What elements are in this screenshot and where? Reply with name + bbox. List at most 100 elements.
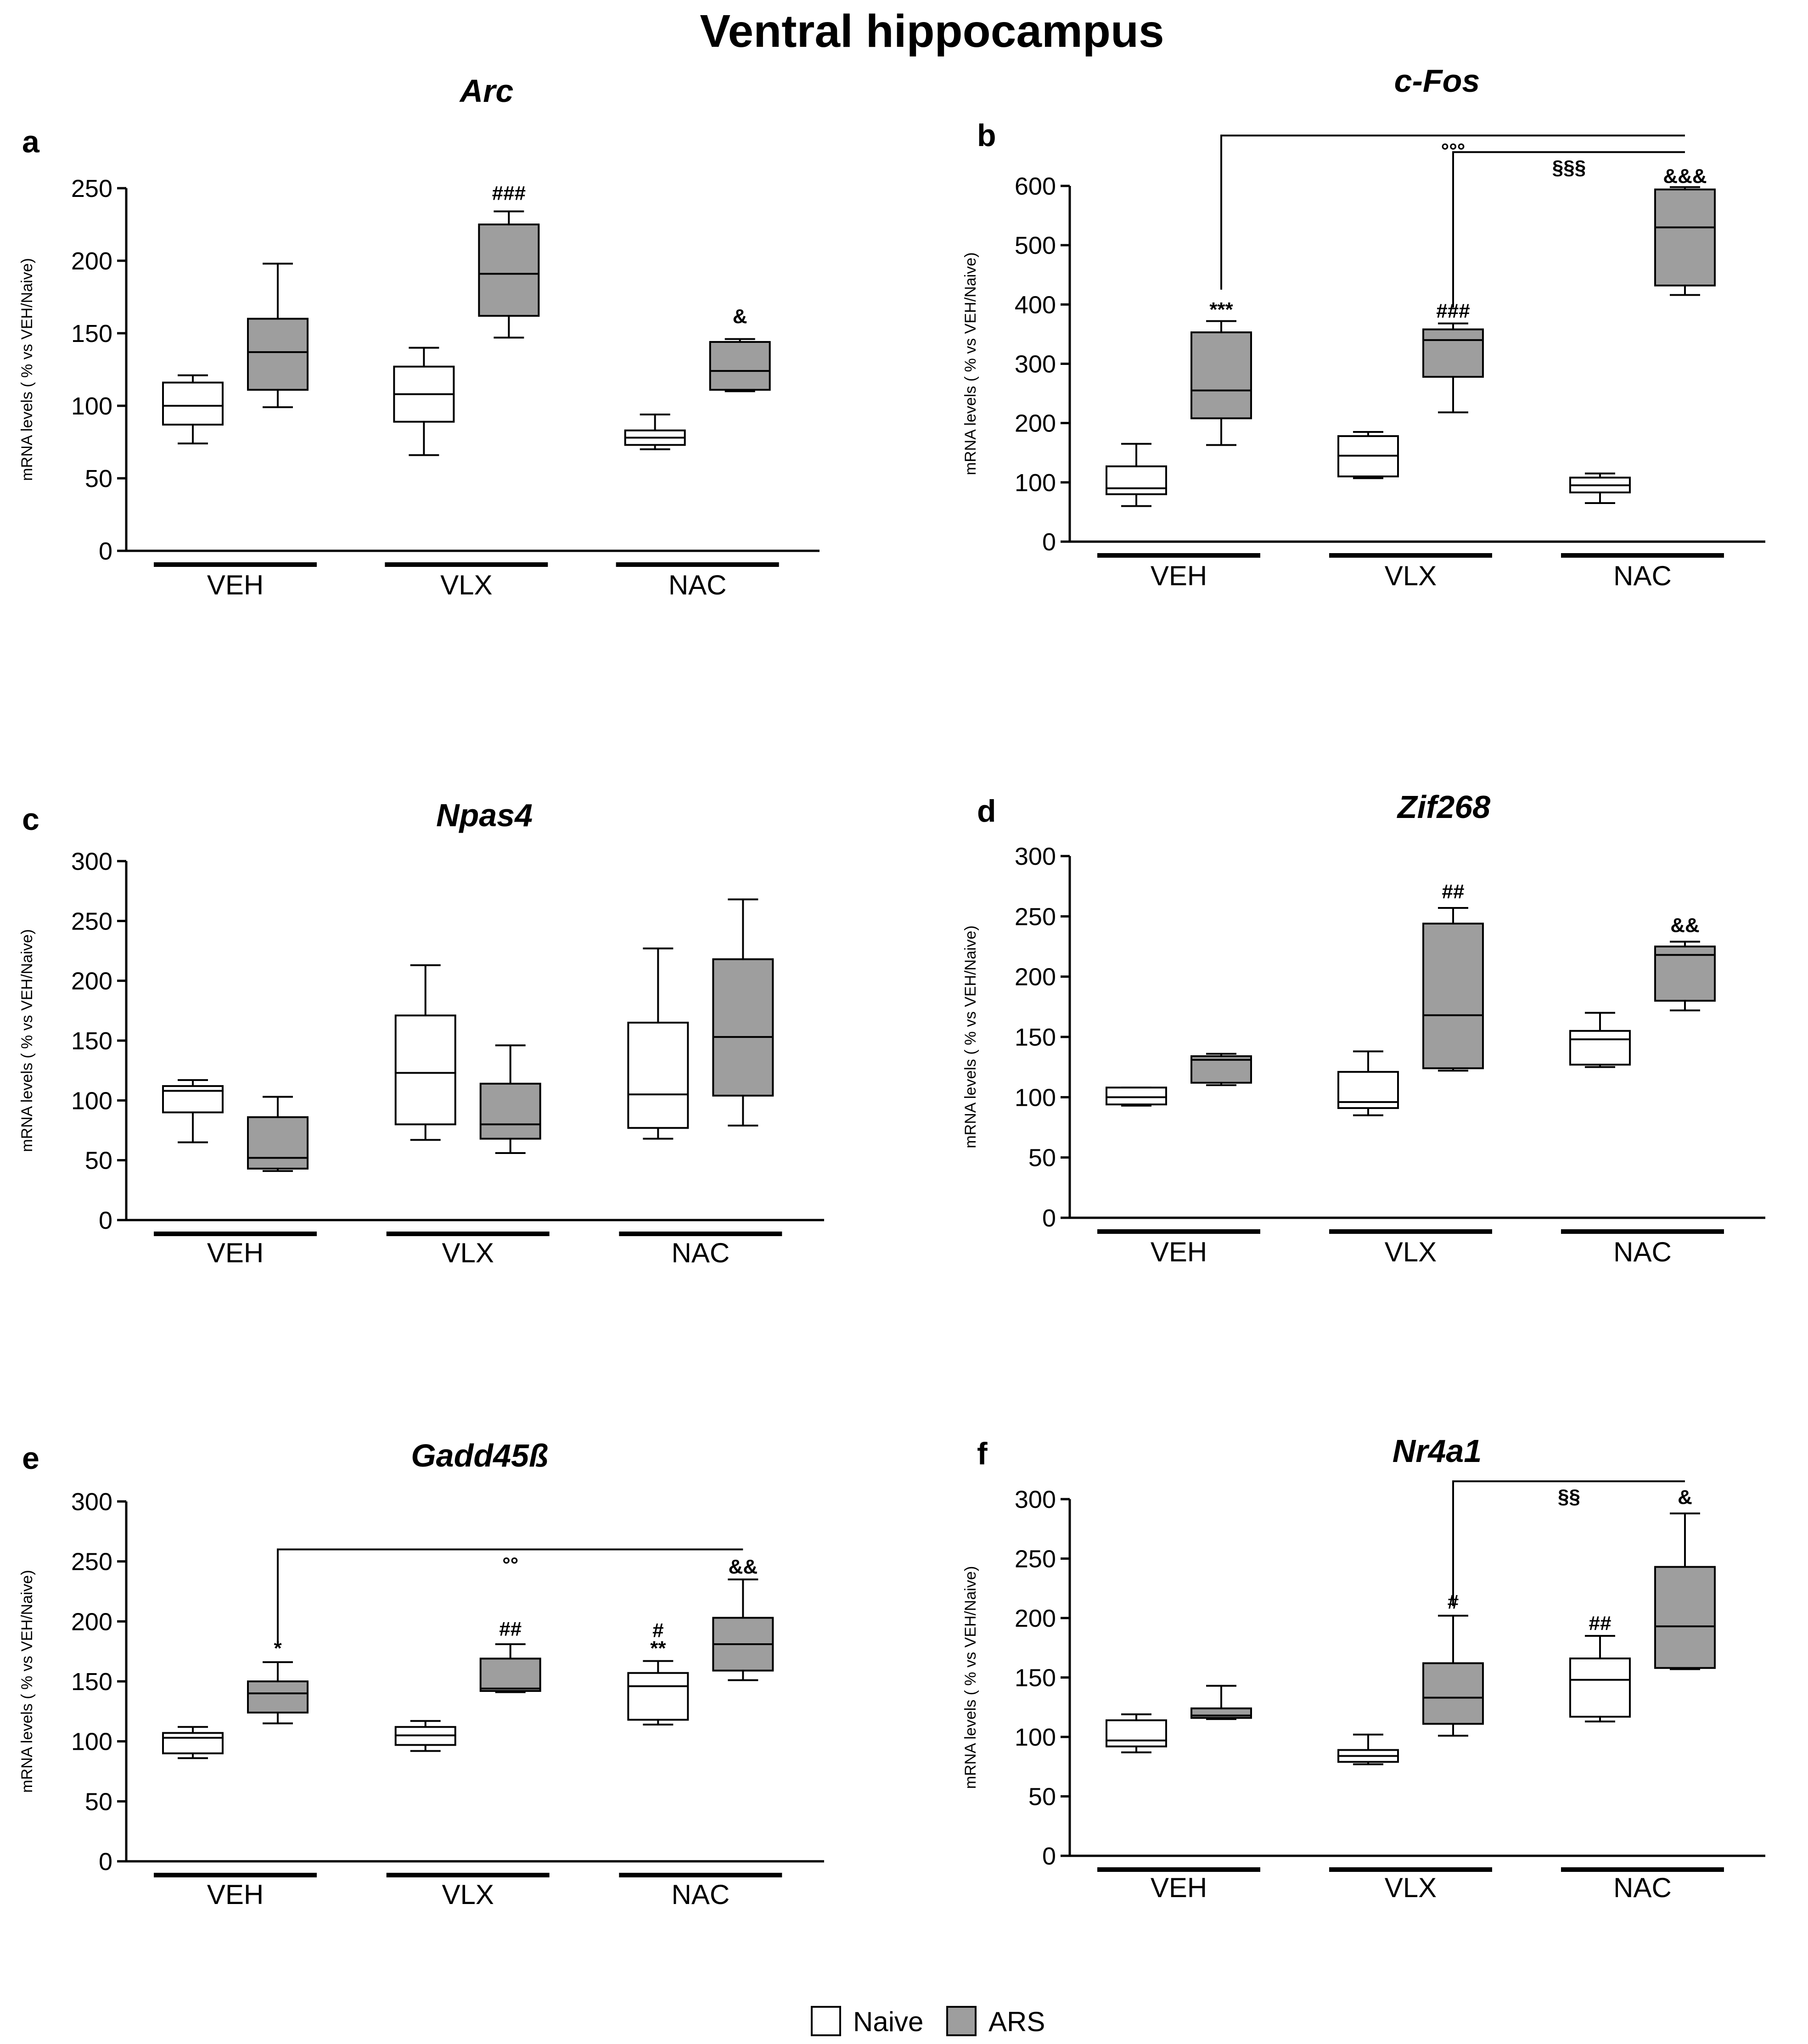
panel-title: Gadd45ß <box>411 1438 549 1473</box>
legend-ars-label: ARS <box>988 2006 1045 2037</box>
group-label-veh: VEH <box>1151 560 1207 591</box>
y-axis-label: mRNA levels ( % vs VEH/Naive) <box>962 1566 979 1789</box>
significance-mark: &&& <box>1663 165 1707 188</box>
figure-title: Ventral hippocampus <box>700 6 1164 57</box>
y-tick-label: 250 <box>1015 1546 1056 1573</box>
panel-d: Zif268 d 0 50 100 150 200 250 300 mRNA levels ( %… <box>962 789 1765 1267</box>
box-naive-veh <box>1106 1713 1167 1753</box>
y-tick-label: 200 <box>1015 410 1056 437</box>
significance-mark: && <box>1670 914 1700 936</box>
y-tick-label: 0 <box>99 538 112 565</box>
group-label-veh: VEH <box>207 1238 264 1268</box>
comparison-bracket <box>1452 1480 1685 1607</box>
panel-b: c-Fos b 0 100 200 300 400 500 600 mRNA levels ( %… <box>962 63 1765 591</box>
box-iqr <box>1654 1566 1716 1669</box>
box-ars-veh <box>247 1096 309 1172</box>
y-tick-label: 100 <box>1015 469 1056 497</box>
group-label-vlx: VLX <box>1385 1872 1437 1903</box>
box-naive-nac <box>1569 472 1631 504</box>
box-iqr <box>627 1672 689 1721</box>
comparison-bracket <box>1220 134 1685 290</box>
y-tick-label: 400 <box>1015 291 1056 319</box>
panel-label: e <box>22 1441 39 1476</box>
legend-naive-label: Naive <box>853 2006 923 2037</box>
significance-mark: && <box>729 1556 758 1578</box>
significance-mark: ** <box>650 1637 666 1660</box>
legend-naive-swatch <box>811 2006 841 2036</box>
box-ars-veh <box>1190 1053 1252 1086</box>
y-tick-label: 50 <box>1028 1783 1056 1811</box>
y-tick-label: 300 <box>71 848 112 875</box>
group-label-veh: VEH <box>207 1879 264 1910</box>
y-tick-label: 150 <box>1015 1664 1056 1692</box>
y-tick-label: 300 <box>71 1488 112 1516</box>
significance-mark: # <box>652 1619 663 1641</box>
group-label-nac: NAC <box>671 1238 730 1268</box>
box-ars-vlx <box>479 1643 541 1693</box>
y-tick-label: 50 <box>85 465 112 493</box>
box-naive-nac <box>1569 1012 1631 1068</box>
panel-label: d <box>977 794 996 829</box>
box-iqr <box>247 1680 309 1714</box>
y-tick-label: 250 <box>71 1548 112 1576</box>
box-iqr <box>1422 328 1484 378</box>
box-naive-veh <box>1106 1086 1167 1107</box>
y-tick-label: 600 <box>1015 173 1056 200</box>
box-naive-vlx <box>394 1720 456 1752</box>
box-iqr <box>162 1732 224 1754</box>
y-tick-label: 200 <box>1015 963 1056 991</box>
y-tick-label: 300 <box>1015 1486 1056 1513</box>
box-ars-veh <box>247 1661 309 1725</box>
significance-mark: ### <box>492 182 526 204</box>
box-iqr <box>478 224 540 317</box>
box-naive-nac <box>627 947 689 1140</box>
group-label-vlx: VLX <box>1385 1237 1437 1267</box>
box-naive-vlx <box>1337 431 1399 479</box>
comparison-bracket <box>1452 151 1685 308</box>
group-label-nac: NAC <box>1613 1237 1672 1267</box>
y-axis-label: mRNA levels ( % vs VEH/Naive) <box>962 252 979 476</box>
y-tick-label: 200 <box>71 1608 112 1635</box>
y-tick-label: 100 <box>1015 1724 1056 1751</box>
panel-label: b <box>977 118 996 153</box>
y-tick-label: 50 <box>1028 1144 1056 1172</box>
box-ars-nac <box>712 1578 774 1681</box>
panel-title: Zif268 <box>1397 789 1490 825</box>
box-naive-vlx <box>1337 1050 1399 1116</box>
box-ars-veh <box>1190 320 1252 446</box>
panel-label: a <box>22 124 40 159</box>
y-tick-label: 300 <box>1015 351 1056 378</box>
box-iqr <box>1569 1658 1631 1718</box>
significance-mark: ## <box>1442 880 1465 903</box>
bracket-mark: °° <box>502 1554 518 1576</box>
box-iqr <box>394 1014 456 1126</box>
box-ars-veh <box>247 263 309 409</box>
group-label-veh: VEH <box>1151 1237 1207 1267</box>
box-ars-nac <box>712 898 774 1127</box>
y-axis-label: mRNA levels ( % vs VEH/Naive) <box>18 929 36 1152</box>
box-naive-vlx <box>1337 1733 1399 1765</box>
y-tick-label: 250 <box>1015 903 1056 930</box>
box-naive-vlx <box>394 964 456 1141</box>
bracket-mark: §§ <box>1558 1485 1580 1508</box>
y-tick-label: 100 <box>71 392 112 420</box>
box-iqr <box>1422 1662 1484 1725</box>
y-tick-label: 0 <box>1042 1204 1056 1232</box>
panel-label: f <box>977 1436 988 1471</box>
y-tick-label: 150 <box>71 1668 112 1696</box>
group-label-nac: NAC <box>671 1879 730 1910</box>
y-tick-label: 200 <box>1015 1605 1056 1632</box>
y-tick-label: 100 <box>1015 1084 1056 1111</box>
group-label-vlx: VLX <box>442 1238 494 1268</box>
box-iqr <box>1106 1086 1167 1106</box>
significance-mark: ## <box>499 1618 522 1641</box>
panel-f: Nr4a1 f 0 50 100 150 200 250 300 mRNA levels ( % … <box>962 1433 1765 1903</box>
panel-c: Npas4 c 0 50 100 150 200 250 300 mRNA levels ( % … <box>18 797 824 1268</box>
group-label-veh: VEH <box>207 570 264 600</box>
significance-mark: * <box>274 1637 282 1660</box>
box-naive-veh <box>162 1079 224 1143</box>
box-ars-nac <box>709 338 771 392</box>
box-naive-nac <box>624 413 686 450</box>
box-ars-vlx <box>479 1044 541 1154</box>
box-ars-vlx <box>478 210 540 339</box>
